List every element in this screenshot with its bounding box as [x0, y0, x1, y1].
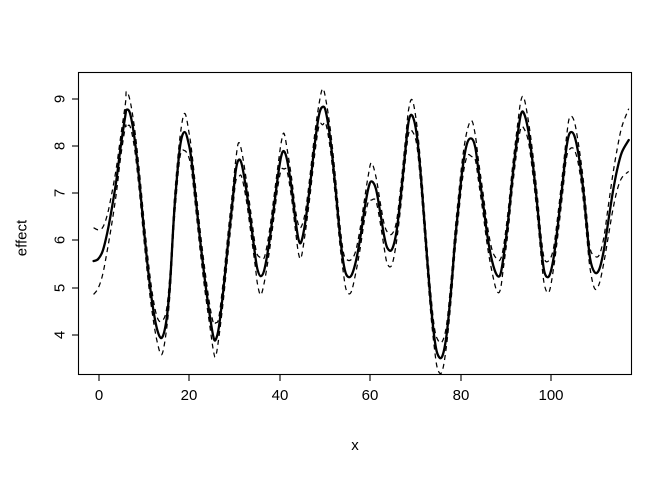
- y-tick-label-5: 5: [52, 284, 69, 292]
- y-tick-label-8: 8: [52, 142, 69, 150]
- y-axis: 9 8 7 6 5 4: [52, 95, 78, 339]
- lower-confidence-band: [93, 121, 630, 374]
- y-tick-label-9: 9: [52, 95, 69, 103]
- x-tick-label-40: 40: [272, 387, 289, 404]
- y-tick-label-7: 7: [52, 189, 69, 197]
- x-axis: 0 20 40 60 80 100: [95, 375, 564, 404]
- x-axis-title: x: [351, 437, 359, 454]
- upper-confidence-band: [93, 88, 630, 344]
- x-tick-label-20: 20: [181, 387, 198, 404]
- x-tick-label-100: 100: [538, 387, 563, 404]
- y-axis-title: effect: [14, 219, 31, 256]
- plot-frame: [77, 71, 633, 376]
- x-tick-label-60: 60: [362, 387, 379, 404]
- x-tick-label-80: 80: [453, 387, 470, 404]
- y-tick-label-4: 4: [52, 331, 69, 339]
- fitted-effect-curve: [92, 105, 630, 360]
- x-tick-label-0: 0: [95, 387, 103, 404]
- y-tick-label-6: 6: [52, 236, 69, 244]
